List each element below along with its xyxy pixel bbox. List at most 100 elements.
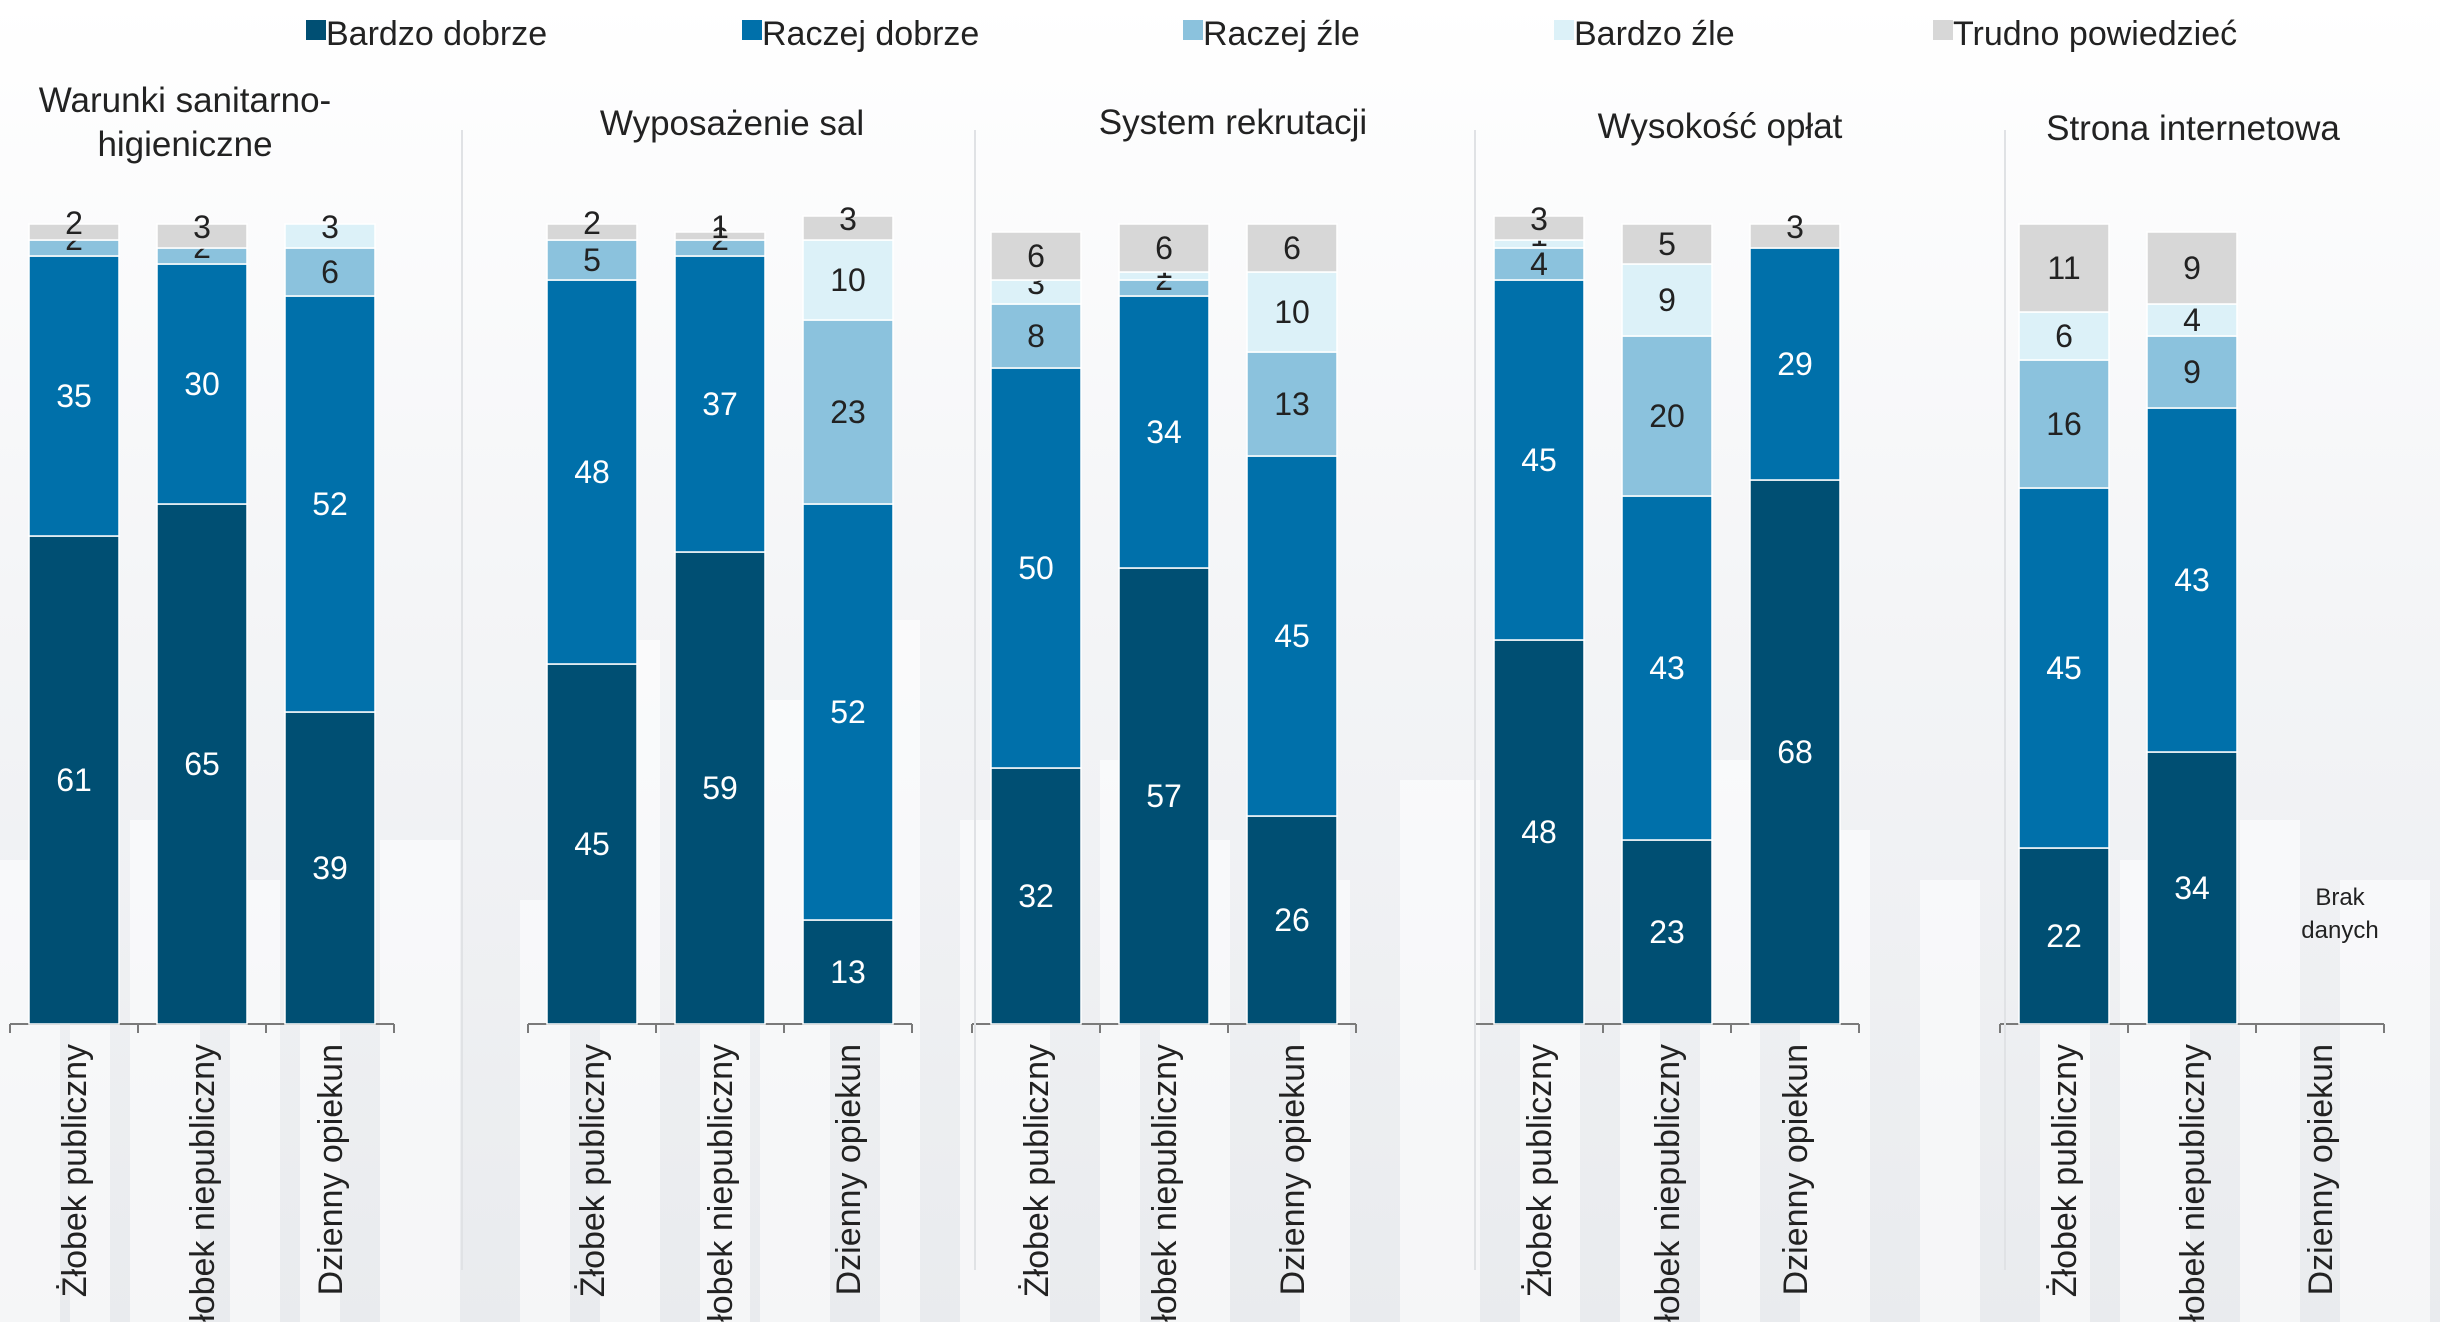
data-label: 10 xyxy=(830,262,866,298)
data-label: 13 xyxy=(830,954,866,990)
bar-segment-bardzo-dobrze xyxy=(802,919,894,1025)
panel-title: Wysokość opłat xyxy=(1598,107,1843,146)
data-label: 48 xyxy=(574,454,610,490)
data-label: 35 xyxy=(56,378,92,414)
category-label: Żłobek niepubliczny xyxy=(1649,1044,1687,1322)
legend-item-raczej-zle: Raczej źle xyxy=(1183,15,1360,53)
bar-zlobek-niepubliczny: 593721 xyxy=(674,209,766,1025)
bar-segment-trudno-powiedziec xyxy=(1749,223,1841,249)
data-label: 4 xyxy=(1530,246,1548,282)
legend-item-raczej-dobrze: Raczej dobrze xyxy=(742,15,979,53)
bar-segment-bardzo-dobrze xyxy=(1749,479,1841,1025)
category-label: Żłobek niepubliczny xyxy=(184,1044,222,1322)
data-label: 6 xyxy=(1283,230,1301,266)
bar-segment-raczej-dobrze xyxy=(802,503,894,921)
bar-zlobek-niepubliczny: 23 43 20 9 5 xyxy=(1621,223,1713,1025)
data-label: 3 xyxy=(1786,209,1804,245)
data-label: 39 xyxy=(312,850,348,886)
data-label: 6 xyxy=(1027,238,1045,274)
chart-panels: Warunki sanitarno-higieniczne613522Żłobe… xyxy=(9,81,2385,1322)
no-data-note: Brak danych xyxy=(2301,884,2378,944)
data-label: 23 xyxy=(830,394,866,430)
bar-segment-trudno-powiedziec xyxy=(674,231,766,241)
bar-segment-raczej-dobrze xyxy=(674,255,766,553)
data-label: 34 xyxy=(1146,414,1182,450)
legend-item-bardzo-dobrze: Bardzo dobrze xyxy=(306,15,547,53)
bar-segment-bardzo-dobrze xyxy=(2018,847,2110,1025)
bar-segment-raczej-dobrze xyxy=(1493,279,1585,641)
bar-segment-trudno-powiedziec xyxy=(1246,223,1338,273)
bar-segment-raczej-zle xyxy=(2018,359,2110,489)
data-label: 3 xyxy=(321,209,339,245)
data-label: 43 xyxy=(2174,562,2210,598)
bar-segment-raczej-zle xyxy=(1621,335,1713,497)
category-label: Żłobek publiczny xyxy=(574,1044,612,1297)
data-label: 5 xyxy=(1658,226,1676,262)
panel-strona-internetowa: Strona internetowa 22 45 16 6 11 Żłobek public… xyxy=(1999,109,2385,1322)
legend-swatch xyxy=(1183,20,1203,40)
bar-segment-bardzo-dobrze xyxy=(284,711,376,1025)
data-label: 48 xyxy=(1521,814,1557,850)
bar-zlobek-publiczny: 45 48 52 xyxy=(546,205,638,1025)
bar-segment-raczej-dobrze xyxy=(1246,455,1338,817)
category-label: Żłobek publiczny xyxy=(56,1044,94,1297)
panel-title: System rekrutacji xyxy=(1099,103,1367,142)
bar-segment-trudno-powiedziec xyxy=(1493,215,1585,241)
bar-segment-raczej-zle xyxy=(2146,335,2238,409)
data-label: 16 xyxy=(2046,406,2082,442)
bar-segment-raczej-dobrze xyxy=(990,367,1082,769)
bar-segment-bardzo-dobrze xyxy=(1621,839,1713,1025)
category-label: Dzienny opiekun xyxy=(1777,1044,1815,1295)
category-label: Dzienny opiekun xyxy=(2302,1044,2340,1295)
data-label: 6 xyxy=(2055,318,2073,354)
data-label: 23 xyxy=(1649,914,1685,950)
bar-segment-trudno-powiedziec xyxy=(546,223,638,241)
legend-item-bardzo-zle: Bardzo źle xyxy=(1554,15,1735,53)
data-label: 32 xyxy=(1018,878,1054,914)
background-skyline xyxy=(0,620,2430,1322)
bar-segment-bardzo-dobrze xyxy=(1246,815,1338,1025)
legend-label: Bardzo dobrze xyxy=(326,15,547,53)
skyline-block-23 xyxy=(2240,820,2300,1322)
bar-segment-trudno-powiedziec xyxy=(2018,223,2110,313)
category-label: Żłobek publiczny xyxy=(1521,1044,1559,1297)
bar-segment-trudno-powiedziec xyxy=(1621,223,1713,265)
data-label: 20 xyxy=(1649,398,1685,434)
data-label: 5 xyxy=(583,242,601,278)
legend: Bardzo dobrze Raczej dobrze Raczej źle Bard… xyxy=(306,15,2237,53)
bar-segment-bardzo-dobrze xyxy=(1493,639,1585,1025)
bar-segment-trudno-powiedziec xyxy=(802,215,894,241)
bar-dzienny-opiekun: 68 29 3 xyxy=(1749,209,1841,1025)
data-label: 13 xyxy=(1274,386,1310,422)
bar-segment-bardzo-dobrze xyxy=(990,767,1082,1025)
bar-segment-raczej-zle xyxy=(1493,247,1585,281)
bar-segment-trudno-powiedziec xyxy=(1118,223,1210,273)
bar-segment-bardzo-dobrze xyxy=(156,503,248,1025)
bar-segment-bardzo-zle xyxy=(802,239,894,321)
data-label: 2 xyxy=(583,205,601,241)
legend-label: Trudno powiedzieć xyxy=(1953,15,2237,53)
data-label: 2 xyxy=(65,205,83,241)
data-label: 9 xyxy=(2183,250,2201,286)
bar-zlobek-publiczny: 613522 xyxy=(28,205,120,1025)
bar-segment-bardzo-zle xyxy=(284,223,376,249)
bar-segment-raczej-dobrze xyxy=(284,295,376,713)
data-label: 37 xyxy=(702,386,738,422)
bar-zlobek-publiczny: 22 45 16 6 11 xyxy=(2018,223,2110,1025)
bar-segment-bardzo-dobrze xyxy=(2146,751,2238,1025)
panel-warunki-sanitarno-higieniczne: Warunki sanitarno-higieniczne 61 3 52 2 Żłobe… xyxy=(9,81,395,1322)
bar-segment-raczej-dobrze xyxy=(1621,495,1713,841)
data-label: 45 xyxy=(2046,650,2082,686)
bar-zlobek-niepubliczny: 34 43 9 4 9 xyxy=(2146,231,2238,1025)
panel-title: Wyposażenie sal xyxy=(600,104,864,143)
bar-segment-raczej-dobrze xyxy=(2018,487,2110,849)
bar-segment-bardzo-dobrze xyxy=(546,663,638,1025)
bar-segment-raczej-dobrze xyxy=(28,255,120,537)
data-label: 8 xyxy=(1027,318,1045,354)
bar-segment-bardzo-zle xyxy=(2018,311,2110,361)
data-label: 6 xyxy=(1155,230,1173,266)
bar-zlobek-niepubliczny: 5734216 xyxy=(1118,223,1210,1025)
data-label: 45 xyxy=(1274,618,1310,654)
